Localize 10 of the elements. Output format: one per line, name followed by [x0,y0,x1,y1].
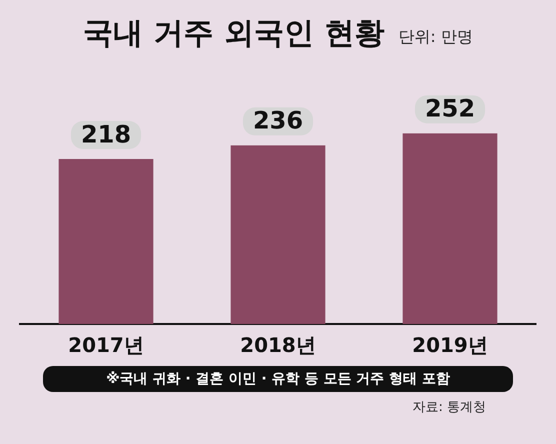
data-label: 218 [80,120,132,148]
text: ※국내 귀화 · 결혼 이민 · 유학 등 모든 거주 형태 포함 [43,366,513,392]
text: 자료: 통계청 [411,399,486,416]
chart-title: 국내 거주 외국인 현황 [83,16,384,52]
x-tick-label: 2017년 [68,333,144,358]
data-label: 252 [424,94,476,123]
x-tick-label: 2018년 [240,333,316,358]
x-tick-label: 2019년 [412,333,488,358]
chart-subtitle: 단위: 만명 [398,26,473,48]
data-label: 236 [252,106,304,135]
